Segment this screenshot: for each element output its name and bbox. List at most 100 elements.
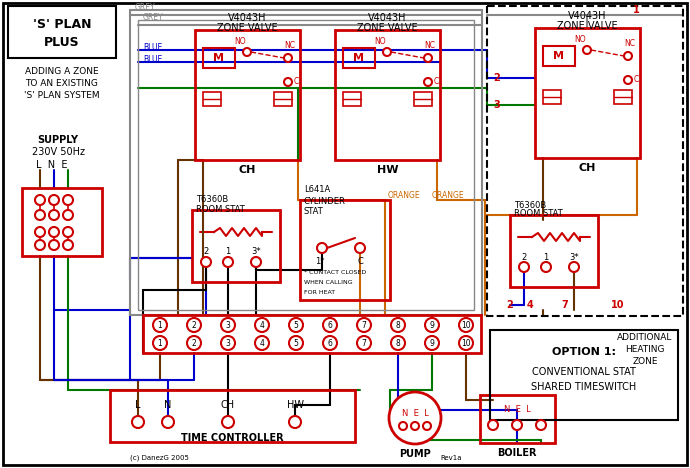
Circle shape <box>49 195 59 205</box>
Circle shape <box>459 336 473 350</box>
Circle shape <box>536 420 546 430</box>
Bar <box>543 46 575 66</box>
Text: V4043H: V4043H <box>569 11 607 21</box>
Text: 7: 7 <box>562 300 569 310</box>
Bar <box>203 92 221 106</box>
Text: M: M <box>353 53 364 63</box>
Circle shape <box>569 262 579 272</box>
Text: TIME CONTROLLER: TIME CONTROLLER <box>181 433 284 443</box>
Circle shape <box>459 318 473 332</box>
Text: OPTION 1:: OPTION 1: <box>552 347 616 357</box>
Text: FOR HEAT: FOR HEAT <box>304 290 335 295</box>
Text: 3: 3 <box>226 321 230 329</box>
Bar <box>143 315 481 353</box>
Bar <box>480 395 555 443</box>
Circle shape <box>289 416 301 428</box>
Text: SUPPLY: SUPPLY <box>37 135 79 145</box>
Text: 2: 2 <box>506 300 513 310</box>
Circle shape <box>355 243 365 253</box>
Text: T6360B: T6360B <box>196 196 228 205</box>
Circle shape <box>383 48 391 56</box>
Circle shape <box>512 420 522 430</box>
Circle shape <box>153 318 167 332</box>
Text: M: M <box>213 53 224 63</box>
Circle shape <box>49 227 59 237</box>
Text: CONVENTIONAL STAT: CONVENTIONAL STAT <box>532 367 636 377</box>
Text: 10: 10 <box>611 300 624 310</box>
Text: NO: NO <box>234 37 246 46</box>
Circle shape <box>284 54 292 62</box>
Circle shape <box>624 52 632 60</box>
Text: HW: HW <box>286 400 304 410</box>
Text: 5: 5 <box>293 321 299 329</box>
Text: (c) DanezG 2005: (c) DanezG 2005 <box>130 455 189 461</box>
Text: STAT: STAT <box>304 207 324 217</box>
Text: ZONE VALVE: ZONE VALVE <box>217 23 278 33</box>
Text: C: C <box>433 78 439 87</box>
Bar <box>195 30 300 160</box>
Bar <box>22 188 102 256</box>
Circle shape <box>63 227 73 237</box>
Text: HW: HW <box>377 165 398 175</box>
Bar <box>203 48 235 68</box>
Circle shape <box>389 392 441 444</box>
Text: 8: 8 <box>395 321 400 329</box>
Circle shape <box>201 257 211 267</box>
Text: 1: 1 <box>157 321 162 329</box>
Circle shape <box>425 318 439 332</box>
Circle shape <box>541 262 551 272</box>
Text: BOILER: BOILER <box>497 448 537 458</box>
Text: BLUE: BLUE <box>143 56 162 65</box>
Bar <box>274 92 292 106</box>
Circle shape <box>49 240 59 250</box>
Circle shape <box>187 318 201 332</box>
Circle shape <box>223 257 233 267</box>
Text: V4043H: V4043H <box>228 13 267 23</box>
Text: 2: 2 <box>204 248 208 256</box>
Circle shape <box>222 416 234 428</box>
Circle shape <box>488 420 498 430</box>
Circle shape <box>317 243 327 253</box>
Text: SHARED TIMESWITCH: SHARED TIMESWITCH <box>531 382 637 392</box>
Text: 2: 2 <box>192 321 197 329</box>
Text: Rev1a: Rev1a <box>440 455 462 461</box>
Text: 1: 1 <box>633 5 640 15</box>
Circle shape <box>153 336 167 350</box>
Text: NC: NC <box>284 42 295 51</box>
Bar <box>510 215 598 287</box>
Text: ZONE VALVE: ZONE VALVE <box>558 21 618 31</box>
Circle shape <box>255 336 269 350</box>
Text: BLUE: BLUE <box>143 44 162 52</box>
Text: 3: 3 <box>493 100 500 110</box>
Bar <box>487 6 683 316</box>
Text: PUMP: PUMP <box>399 449 431 459</box>
Circle shape <box>35 210 45 220</box>
Text: ROOM STAT: ROOM STAT <box>514 210 563 219</box>
Text: 3: 3 <box>226 338 230 348</box>
Text: 3*: 3* <box>569 253 579 262</box>
Circle shape <box>289 318 303 332</box>
Text: ADDING A ZONE: ADDING A ZONE <box>26 67 99 76</box>
Bar <box>614 90 632 104</box>
Circle shape <box>357 318 371 332</box>
Circle shape <box>289 336 303 350</box>
Circle shape <box>519 262 529 272</box>
Text: 9: 9 <box>430 338 435 348</box>
Text: TO AN EXISTING: TO AN EXISTING <box>26 80 99 88</box>
Circle shape <box>323 318 337 332</box>
Text: NO: NO <box>374 37 386 46</box>
Circle shape <box>284 78 292 86</box>
Bar <box>335 30 440 160</box>
Text: 'S' PLAN SYSTEM: 'S' PLAN SYSTEM <box>24 92 100 101</box>
Text: 1: 1 <box>157 338 162 348</box>
Text: C: C <box>633 75 639 85</box>
Text: 10: 10 <box>461 338 471 348</box>
Text: 1: 1 <box>544 253 549 262</box>
Circle shape <box>255 318 269 332</box>
Text: CYLINDER: CYLINDER <box>304 197 346 205</box>
Bar <box>130 10 482 315</box>
Text: L: L <box>135 400 141 410</box>
Circle shape <box>391 318 405 332</box>
Text: 'S' PLAN: 'S' PLAN <box>32 17 91 30</box>
Circle shape <box>424 78 432 86</box>
